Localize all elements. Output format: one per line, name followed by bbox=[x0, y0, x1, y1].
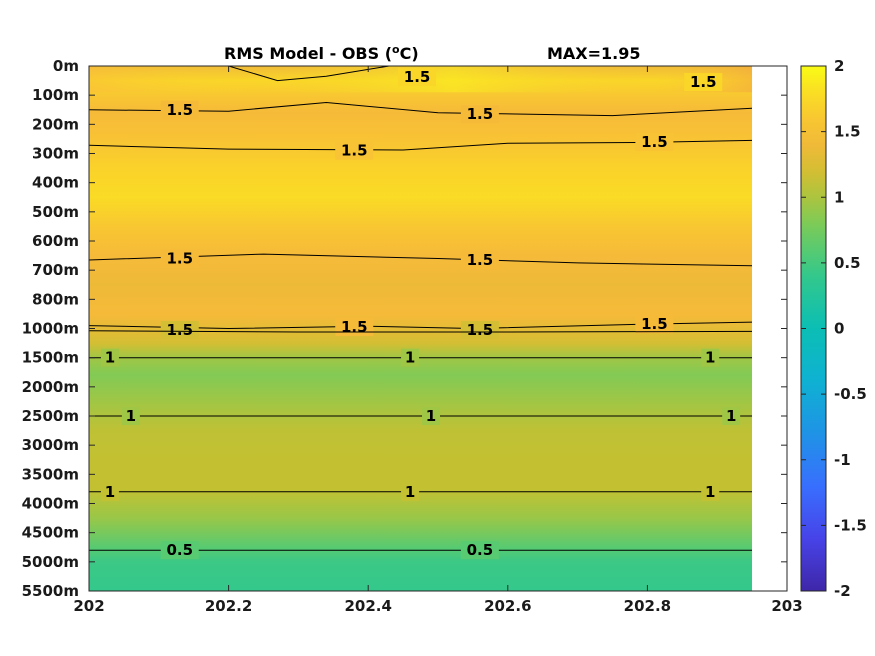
colorbar-ticks: 2 1.5 1 0.5 0 -0.5 -1 -1.5 -2 bbox=[801, 57, 867, 600]
title-degree-sup: o bbox=[392, 43, 400, 56]
contour-label: 1.5 bbox=[404, 68, 431, 86]
y-tick-label: 100m bbox=[32, 86, 79, 104]
contour-label-bg bbox=[422, 407, 441, 425]
contour-label-bg bbox=[401, 348, 420, 367]
colorbar-tick-label: 0.5 bbox=[834, 254, 861, 272]
contour-label: 1.5 bbox=[641, 133, 668, 151]
contour-label-bg bbox=[398, 68, 437, 87]
contour-label-bg bbox=[100, 348, 119, 367]
colorbar-tick-label: -1 bbox=[834, 451, 851, 469]
chart-max-label: MAX=1.95 bbox=[547, 44, 641, 63]
y-tick-label: 1500m bbox=[22, 349, 79, 367]
y-tick-label: 3000m bbox=[22, 436, 79, 454]
contour-label-bg bbox=[460, 320, 499, 339]
contour-label-bg bbox=[460, 105, 499, 124]
y-axis: 0m 100m 200m 300m 400m 500m 600m 700m 800m 1000m 1… bbox=[22, 57, 787, 600]
chart-title: RMS Model - OBS (oC) bbox=[224, 43, 419, 63]
x-tick-label: 202.6 bbox=[484, 597, 531, 615]
contour-label-bg bbox=[684, 73, 723, 92]
contour-line bbox=[89, 253, 753, 267]
y-tick-label: 700m bbox=[32, 261, 79, 279]
contour-label-bg bbox=[160, 541, 199, 560]
colorbar-tick-label: 1 bbox=[834, 188, 844, 206]
contour-label-bg bbox=[160, 100, 199, 119]
contour-label-bg bbox=[722, 407, 741, 425]
y-tick-label: 4500m bbox=[22, 524, 79, 542]
contour-label-bg bbox=[100, 482, 119, 501]
contour-label-bg bbox=[460, 250, 499, 269]
y-tick-label: 5500m bbox=[22, 582, 79, 600]
x-tick-label: 202.8 bbox=[624, 597, 671, 615]
contour-label: 1.5 bbox=[467, 251, 494, 269]
contour-label: 1 bbox=[126, 407, 136, 425]
x-axis: 202 202.2 202.4 202.6 202.8 203 bbox=[73, 66, 803, 615]
title-unit: C) bbox=[400, 44, 419, 63]
contour-lines: 1.5 1.5 1.5 1.5 1.5 1.5 1.5 1.5 1.5 1.5 1.5 1.5 1 1 1 1… bbox=[89, 66, 753, 560]
x-tick-label: 202.2 bbox=[205, 597, 252, 615]
y-tick-label: 1000m bbox=[22, 320, 79, 338]
contour-label: 0.5 bbox=[166, 541, 193, 559]
contour-label: 1 bbox=[105, 483, 115, 501]
y-tick-label: 3500m bbox=[22, 465, 79, 483]
y-tick-label: 2000m bbox=[22, 378, 79, 396]
colorbar-tick-label: -2 bbox=[834, 582, 851, 600]
contour-line bbox=[89, 330, 753, 333]
x-tick-label: 202 bbox=[73, 597, 104, 615]
colorbar-tick-label: -1.5 bbox=[834, 516, 867, 534]
contour-label: 1 bbox=[426, 407, 436, 425]
title-left: RMS Model - OBS ( bbox=[224, 44, 392, 63]
contour-label-bg bbox=[160, 249, 199, 268]
contour-label: 1 bbox=[726, 407, 736, 425]
y-tick-label: 400m bbox=[32, 174, 79, 192]
colorbar-tick-label: 2 bbox=[834, 57, 844, 75]
colorbar-tick-label: 1.5 bbox=[834, 123, 861, 141]
contour-label: 1.5 bbox=[166, 101, 193, 119]
colorbar-tick-label: -0.5 bbox=[834, 385, 867, 403]
plot-area: 1.5 1.5 1.5 1.5 1.5 1.5 1.5 1.5 1.5 1.5 1.5 1.5 1 1 1 1… bbox=[88, 65, 788, 592]
y-tick-label: 0m bbox=[53, 57, 79, 75]
contour-label: 0.5 bbox=[467, 541, 494, 559]
contour-label: 1.5 bbox=[341, 318, 368, 336]
y-tick-label: 800m bbox=[32, 290, 79, 308]
contour-label: 1 bbox=[405, 483, 415, 501]
contour-label-bg bbox=[335, 141, 374, 160]
y-tick-label: 500m bbox=[32, 203, 79, 221]
contour-label: 1.5 bbox=[690, 73, 717, 91]
colorbar-tick-label: 0 bbox=[834, 320, 844, 338]
y-tick-label: 200m bbox=[32, 115, 79, 133]
y-tick-label: 300m bbox=[32, 145, 79, 163]
contour-line bbox=[228, 66, 390, 82]
contour-label: 1.5 bbox=[166, 250, 193, 268]
contour-label-bg bbox=[160, 320, 199, 339]
contour-label-bg bbox=[701, 348, 720, 367]
contour-label: 1.5 bbox=[467, 105, 494, 123]
contour-label: 1.5 bbox=[166, 321, 193, 339]
contour-label-bg bbox=[460, 541, 499, 560]
contour-label: 1 bbox=[705, 349, 715, 367]
contour-label-bg bbox=[635, 132, 674, 151]
contour-label: 1 bbox=[405, 349, 415, 367]
y-tick-label: 2500m bbox=[22, 407, 79, 425]
x-tick-label: 203 bbox=[771, 597, 802, 615]
contour-label-bg bbox=[701, 482, 720, 501]
contour-label: 1 bbox=[105, 349, 115, 367]
contour-label: 1.5 bbox=[641, 315, 668, 333]
y-tick-label: 600m bbox=[32, 232, 79, 250]
colorbar: 2 1.5 1 0.5 0 -0.5 -1 -1.5 -2 bbox=[800, 57, 867, 600]
contour-line bbox=[89, 101, 753, 117]
y-tick-label: 4000m bbox=[22, 495, 79, 513]
y-tick-label: 5000m bbox=[22, 553, 79, 571]
contour-label: 1.5 bbox=[341, 142, 368, 160]
contour-label: 1.5 bbox=[467, 321, 494, 339]
x-tick-label: 202.4 bbox=[344, 597, 391, 615]
contour-label-bg bbox=[635, 315, 674, 334]
contour-label-bg bbox=[121, 407, 140, 425]
contour-label-bg bbox=[401, 482, 420, 501]
contour-label: 1 bbox=[705, 483, 715, 501]
